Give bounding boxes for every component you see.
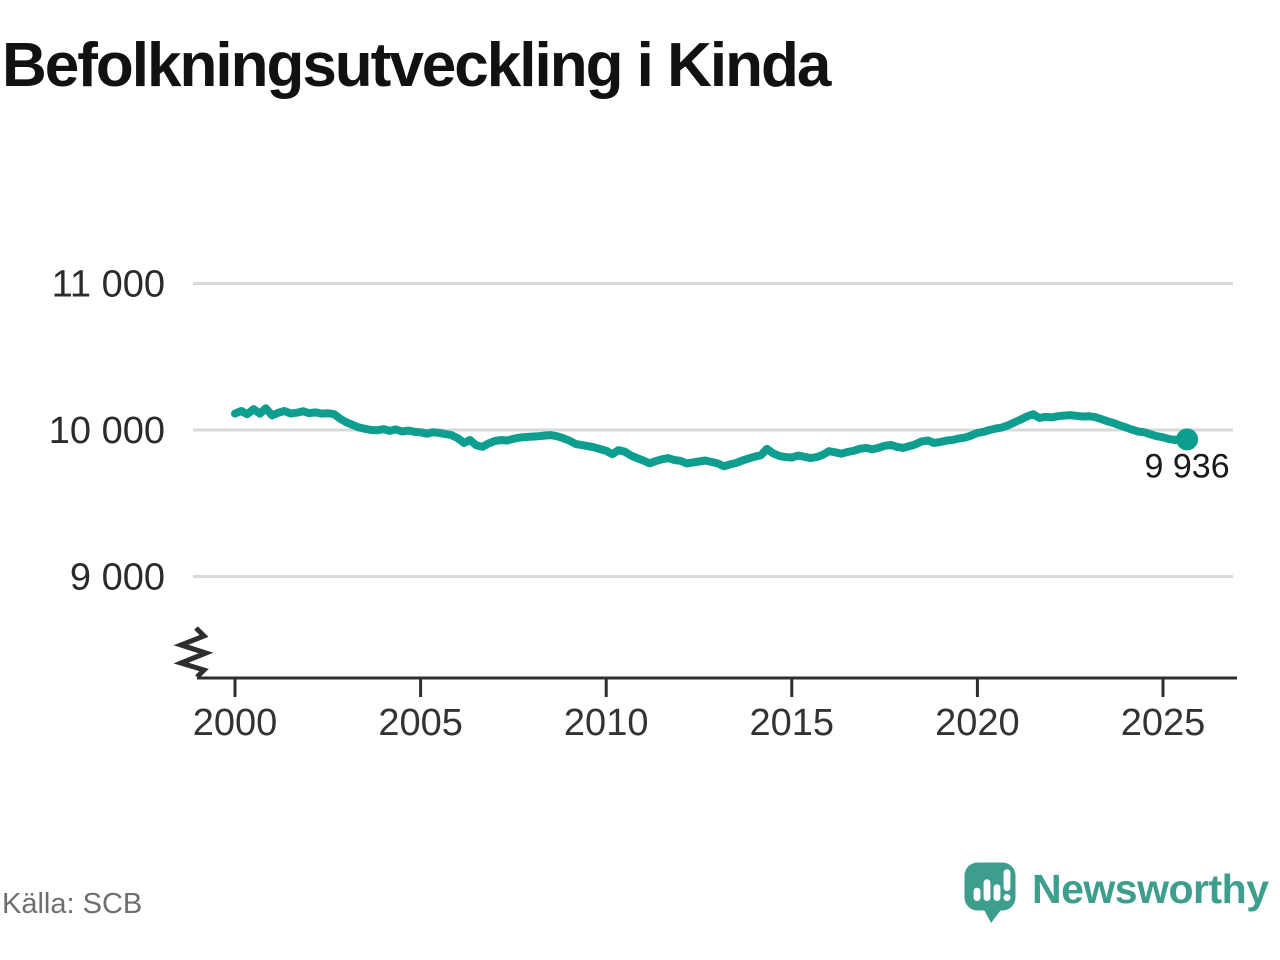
x-axis: 2000 2005 2010 2015 2020 2025 <box>173 626 1237 744</box>
newsworthy-logo-icon <box>964 862 1016 923</box>
y-axis-tick-label: 9 000 <box>70 557 165 599</box>
population-line-series <box>231 404 1199 471</box>
source-note: Källa: SCB <box>2 888 143 920</box>
end-point-marker <box>1176 428 1199 451</box>
logo-bar-medium <box>993 884 1001 901</box>
logo-exclamation-dot <box>1003 894 1011 901</box>
y-axis-tick-label: 11 000 <box>52 264 165 306</box>
axis-break-icon <box>173 626 214 679</box>
x-axis-tick-label: 2025 <box>1121 702 1206 744</box>
logo-exclamation-bar <box>1003 869 1011 891</box>
logo-bar-tall <box>983 879 991 901</box>
y-axis-tick-label: 10 000 <box>49 410 165 452</box>
gridlines <box>193 282 1233 578</box>
newsworthy-branding: Newsworthy <box>962 860 1269 928</box>
brand-name: Newsworthy <box>1032 866 1269 912</box>
logo-bar-small <box>973 887 981 901</box>
population-line <box>231 404 1192 471</box>
x-axis-tick-label: 2020 <box>935 702 1020 744</box>
x-axis-tick-label: 2000 <box>193 702 278 744</box>
x-axis-tick-label: 2010 <box>564 702 649 744</box>
page-title: Befolkningsutveckling i Kinda <box>2 31 831 100</box>
x-axis-tick-label: 2015 <box>750 702 835 744</box>
x-axis-tick-label: 2005 <box>378 702 463 744</box>
end-value-label: 9 936 <box>1145 447 1230 485</box>
y-axis-labels: 9 000 10 000 11 000 <box>49 264 165 599</box>
